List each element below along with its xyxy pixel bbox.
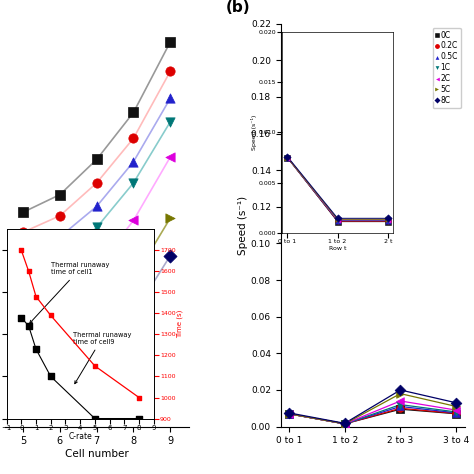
Point	[56, 391, 64, 398]
Point	[285, 410, 293, 418]
Point	[18, 246, 25, 254]
Point	[56, 191, 64, 199]
Point	[32, 293, 40, 301]
Point	[452, 399, 460, 407]
Point	[452, 403, 460, 410]
Point	[19, 273, 27, 281]
Point	[19, 369, 27, 377]
Point	[19, 209, 27, 216]
Point	[47, 311, 55, 319]
Point	[341, 420, 348, 428]
Point	[19, 314, 27, 322]
Point	[135, 394, 143, 401]
Point	[166, 153, 174, 161]
Point	[56, 212, 64, 219]
Point	[341, 420, 348, 428]
Point	[285, 409, 293, 417]
Point	[166, 95, 174, 102]
Y-axis label: Speed (s⁻¹): Speed (s⁻¹)	[238, 196, 248, 255]
Point	[285, 410, 293, 418]
Y-axis label: Time (s): Time (s)	[177, 310, 183, 338]
Point	[93, 179, 100, 187]
Point	[93, 320, 100, 328]
X-axis label: Cell number: Cell number	[65, 449, 128, 459]
Point	[166, 68, 174, 75]
Point	[93, 155, 100, 163]
Text: (b): (b)	[226, 0, 250, 15]
Point	[93, 202, 100, 210]
Point	[130, 109, 137, 116]
Point	[285, 410, 293, 418]
Point	[397, 401, 404, 409]
Point	[285, 410, 293, 418]
Point	[56, 256, 64, 264]
Point	[397, 403, 404, 410]
Point	[341, 420, 348, 428]
Point	[130, 179, 137, 187]
Point	[130, 158, 137, 165]
Point	[285, 410, 293, 418]
Point	[397, 386, 404, 394]
Point	[166, 252, 174, 259]
Point	[341, 420, 348, 428]
Point	[452, 409, 460, 417]
Point	[166, 38, 174, 46]
Point	[452, 406, 460, 414]
Point	[56, 233, 64, 241]
Point	[91, 362, 99, 370]
Point	[93, 224, 100, 231]
Point	[285, 410, 293, 418]
Point	[166, 214, 174, 222]
Point	[397, 390, 404, 397]
Point	[341, 420, 348, 428]
Point	[56, 299, 64, 306]
Point	[452, 408, 460, 416]
Legend: 0C, 0.2C, 0.5C, 1C, 2C, 5C, 8C: 0C, 0.2C, 0.5C, 1C, 2C, 5C, 8C	[433, 27, 461, 108]
Point	[397, 405, 404, 413]
Point	[93, 264, 100, 271]
Point	[130, 275, 137, 283]
Point	[130, 135, 137, 142]
Point	[19, 228, 27, 236]
Point	[19, 404, 27, 412]
Point	[130, 310, 137, 318]
Point	[93, 357, 100, 365]
Point	[452, 410, 460, 417]
Point	[25, 267, 32, 275]
Point	[166, 118, 174, 126]
Point	[56, 355, 64, 363]
Point	[397, 397, 404, 405]
Point	[341, 420, 348, 428]
Point	[397, 404, 404, 412]
Point	[341, 419, 348, 427]
Point	[19, 249, 27, 257]
Point	[130, 217, 137, 224]
Point	[452, 410, 460, 418]
